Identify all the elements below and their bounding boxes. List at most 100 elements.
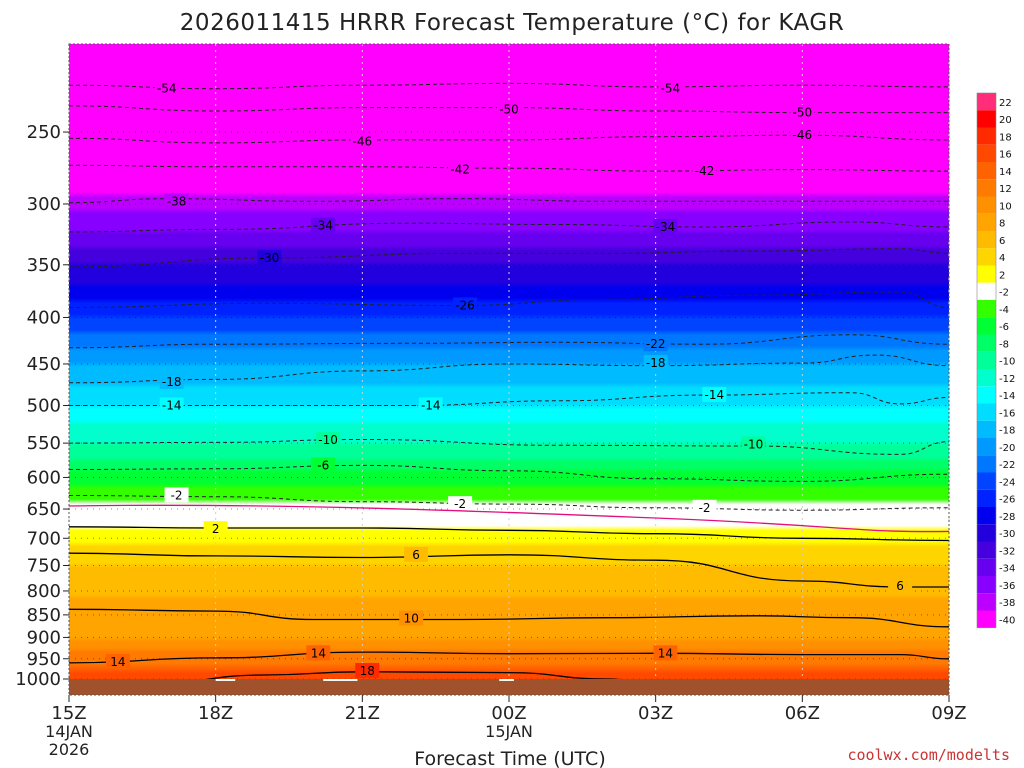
- y-tick-label: 850: [27, 605, 61, 626]
- y-tick-label: 450: [27, 354, 61, 375]
- freezing-line: [69, 504, 949, 533]
- x-tick-label: 06Z: [785, 703, 820, 724]
- isotherm-label-bg: [159, 397, 184, 413]
- colorbar-label: -20: [999, 443, 1015, 454]
- y-axis: 2503003504004505005506006507007508008509…: [15, 122, 69, 690]
- isotherm-label-bg: [653, 218, 678, 234]
- y-tick-label: 750: [27, 555, 61, 576]
- colorbar-label: -36: [999, 581, 1015, 592]
- colorbar-swatch: [977, 127, 996, 145]
- isotherm-lines: -54 -54-50 -50-46 -46-42 -42-38-34 -34-30-26-…: [69, 80, 949, 679]
- colorbar-swatch: [977, 524, 996, 542]
- colorbar-swatch: [977, 317, 996, 335]
- colorbar: 22 20 18 16 14 12 10 8 6 4 2 -2 -4 -6 -8 -10 -12 -14 -16 -1…: [976, 92, 1015, 629]
- isotherm-label-bg: [404, 546, 429, 562]
- isotherm-label: 14: [311, 646, 326, 660]
- x-axis-title: Forecast Time (UTC): [414, 748, 605, 768]
- isotherm-label-bg: [105, 654, 130, 670]
- colorbar-swatch: [977, 386, 996, 404]
- isotherm-label-bg: [418, 397, 443, 413]
- isotherm-line: [69, 198, 949, 204]
- isotherm-label: -46: [353, 134, 373, 148]
- isotherm-label: -6: [317, 458, 329, 472]
- colorbar-label: -24: [999, 477, 1015, 488]
- y-tick-label: 400: [27, 307, 61, 328]
- colorbar-label: 2: [999, 270, 1005, 281]
- isotherm-label-bg: [692, 499, 717, 515]
- colorbar-swatch: [977, 196, 996, 214]
- isotherm-line: [69, 221, 949, 233]
- isotherm-label: -14: [421, 399, 441, 413]
- colorbar-label: 14: [999, 167, 1012, 178]
- isotherm-label: -54: [661, 82, 681, 96]
- colorbar-label: 8: [999, 219, 1005, 230]
- isotherm-line: [69, 651, 949, 664]
- colorbar-label: -38: [999, 598, 1015, 609]
- colorbar-label: -12: [999, 374, 1015, 385]
- colorbar-swatch: [977, 334, 996, 352]
- y-tick-label: 550: [27, 433, 61, 454]
- y-tick-label: 500: [27, 396, 61, 417]
- colorbar-label: 20: [999, 115, 1012, 126]
- colorbar-swatch: [977, 213, 996, 231]
- isotherm-label-bg: [741, 436, 766, 452]
- isotherm-label-bg: [164, 487, 189, 503]
- colorbar-swatch: [977, 351, 996, 369]
- isotherm-label-bg: [350, 133, 375, 149]
- colorbar-label: 4: [999, 253, 1005, 264]
- colorbar-label: -22: [999, 460, 1015, 471]
- colorbar-swatch: [977, 282, 996, 300]
- x-tick-label: 15Z: [51, 703, 86, 724]
- y-tick-label: 1000: [15, 669, 61, 690]
- isotherm-label: 2: [212, 522, 220, 536]
- isotherm-label: -22: [646, 337, 666, 351]
- isotherm-label-bg: [257, 249, 282, 265]
- isotherm-label-bg: [448, 496, 473, 512]
- isotherm-label: -14: [705, 388, 725, 402]
- isotherm-label-bg: [497, 101, 521, 117]
- colorbar-swatch: [977, 248, 996, 266]
- isotherm-line: [69, 608, 949, 628]
- credit-link[interactable]: coolwx.com/modelts: [847, 746, 1010, 764]
- colorbar-swatch: [977, 93, 996, 111]
- isotherm-label: 10: [404, 612, 419, 626]
- isotherm-line: [69, 291, 949, 308]
- colorbar-label: -18: [999, 426, 1015, 437]
- isotherm-label-bg: [311, 457, 336, 473]
- x-tick-label: 00Z: [491, 703, 526, 724]
- y-tick-label: 650: [27, 499, 61, 520]
- isotherm-label: 6: [896, 579, 904, 593]
- colorbar-label: -16: [999, 408, 1015, 419]
- colorbar-swatch: [977, 300, 996, 318]
- isotherm-label: -50: [793, 106, 813, 120]
- colorbar-swatch: [977, 610, 996, 628]
- colorbar-swatch: [977, 576, 996, 594]
- colorbar-swatch: [977, 162, 996, 180]
- isotherm-label: -2: [454, 497, 466, 511]
- isotherm-line: [69, 438, 949, 455]
- colorbar-label: 22: [999, 98, 1012, 109]
- isotherm-label: 18: [360, 664, 375, 678]
- isotherm-line: [69, 552, 949, 588]
- isotherm-label-bg: [311, 217, 336, 233]
- colorbar-swatch: [977, 455, 996, 473]
- colorbar-label: 18: [999, 132, 1012, 143]
- colorbar-swatch: [977, 472, 996, 490]
- colorbar-swatch: [977, 489, 996, 507]
- isotherm-label: -2: [699, 501, 711, 515]
- x-tick-label: 03Z: [638, 703, 673, 724]
- isotherm-label-bg: [164, 193, 189, 209]
- isotherm-label: 14: [658, 646, 673, 660]
- y-tick-label: 250: [27, 122, 61, 143]
- isotherm-label-bg: [159, 373, 184, 389]
- colorbar-label: -10: [999, 357, 1015, 368]
- isotherm-label-bg: [888, 577, 913, 593]
- colorbar-label: -32: [999, 546, 1015, 557]
- x-tick-date: 14JAN: [45, 722, 93, 741]
- isotherm-label: -42: [450, 163, 470, 177]
- isotherm-label-bg: [399, 610, 424, 626]
- isotherm-label-bg: [658, 80, 683, 96]
- colorbar-label: -40: [999, 615, 1015, 626]
